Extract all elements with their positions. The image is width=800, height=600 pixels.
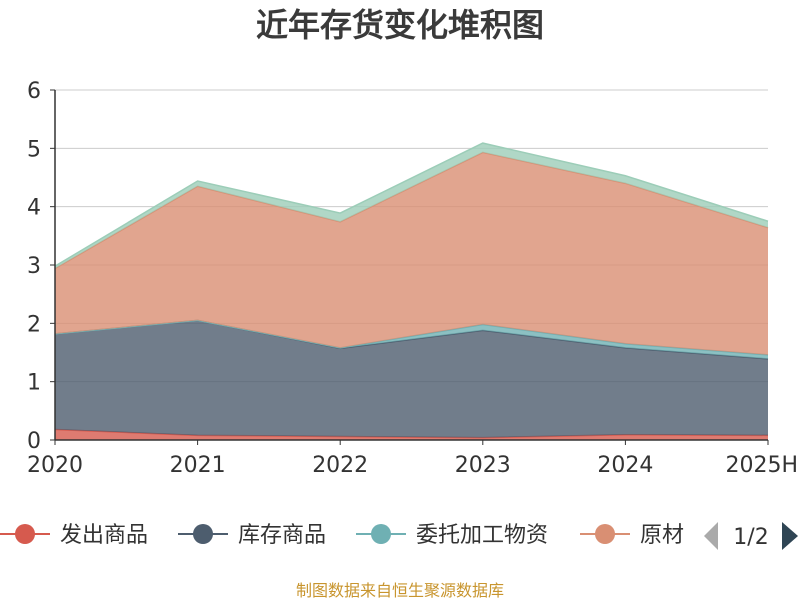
x-tick-label: 2023 [455, 453, 511, 478]
x-tick-label: 2025H [725, 453, 798, 478]
series-line-4 [54, 142, 769, 267]
legend-item[interactable]: 库存商品 [178, 523, 326, 548]
legend-item[interactable]: 委托加工物资 [356, 523, 548, 548]
x-tick-labels: 2020 2021 2022 2023 2024 2025H [27, 440, 798, 478]
legend: 发出商品 库存商品 委托加工物资 原材 [0, 523, 684, 548]
y-tick-labels: 0 1 2 3 4 5 6 [27, 79, 55, 454]
legend-marker-icon [15, 524, 35, 544]
legend-marker-icon [595, 524, 615, 544]
area-series-0 [55, 429, 768, 440]
legend-label: 发出商品 [60, 523, 148, 548]
area-series-4 [55, 143, 768, 269]
x-tick-label: 2020 [27, 453, 83, 478]
legend-marker-icon [193, 524, 213, 544]
y-tick-label: 4 [27, 196, 41, 221]
y-tick-label: 0 [27, 429, 41, 454]
x-tick-label: 2024 [597, 453, 653, 478]
y-tick-label: 1 [27, 371, 41, 396]
source-note: 制图数据来自恒生聚源数据库 [296, 581, 504, 600]
legend-page-indicator: 1/2 [733, 525, 768, 550]
legend-label: 库存商品 [238, 523, 326, 548]
x-tick-label: 2022 [312, 453, 368, 478]
legend-next-icon[interactable] [782, 522, 798, 550]
legend-item[interactable]: 发出商品 [0, 523, 148, 548]
legend-label: 原材 [640, 523, 684, 548]
area-series-3 [55, 152, 768, 355]
legend-prev-icon[interactable] [704, 522, 718, 550]
legend-marker-icon [371, 524, 391, 544]
y-tick-label: 3 [27, 254, 41, 279]
legend-label: 委托加工物资 [416, 523, 548, 548]
area-series [54, 142, 769, 440]
chart-title: 近年存货变化堆积图 [256, 6, 544, 44]
y-tick-label: 5 [27, 137, 41, 162]
legend-item[interactable]: 原材 [580, 523, 684, 548]
y-tick-label: 6 [27, 79, 41, 104]
legend-pager: 1/2 [704, 522, 798, 550]
area-series-1 [55, 320, 768, 438]
x-tick-label: 2021 [170, 453, 226, 478]
y-tick-label: 2 [27, 312, 41, 337]
